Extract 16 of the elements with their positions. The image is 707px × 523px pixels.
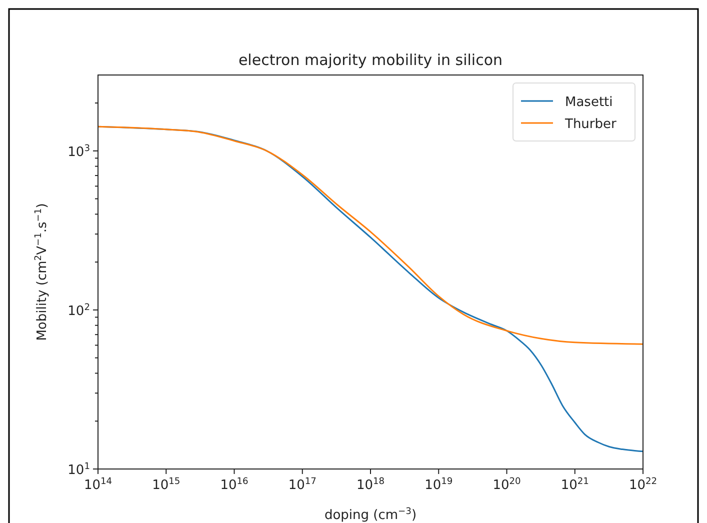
x-tick-label: 10$^{22}$	[628, 477, 658, 493]
legend-label: Masetti	[565, 95, 613, 110]
y-tick-label: 10$^{3}$	[68, 144, 90, 160]
x-tick-label: 10$^{20}$	[492, 477, 522, 493]
chart-title: electron majority mobility in silicon	[238, 51, 503, 69]
x-tick-label: 10$^{19}$	[424, 477, 453, 493]
x-tick-label: 10$^{18}$	[356, 477, 385, 493]
x-tick-label: 10$^{17}$	[288, 477, 317, 493]
y-tick-label: 10$^{2}$	[68, 302, 90, 319]
x-tick-label: 10$^{16}$	[220, 477, 249, 493]
x-axis-title: doping (cm$^{−3}$)	[324, 507, 417, 523]
legend-label: Thurber	[564, 117, 618, 132]
x-tick-label: 10$^{21}$	[560, 477, 589, 493]
y-tick-label: 10$^{1}$	[68, 462, 90, 478]
x-tick-label: 10$^{14}$	[84, 477, 112, 493]
x-tick-label: 10$^{15}$	[152, 477, 180, 493]
